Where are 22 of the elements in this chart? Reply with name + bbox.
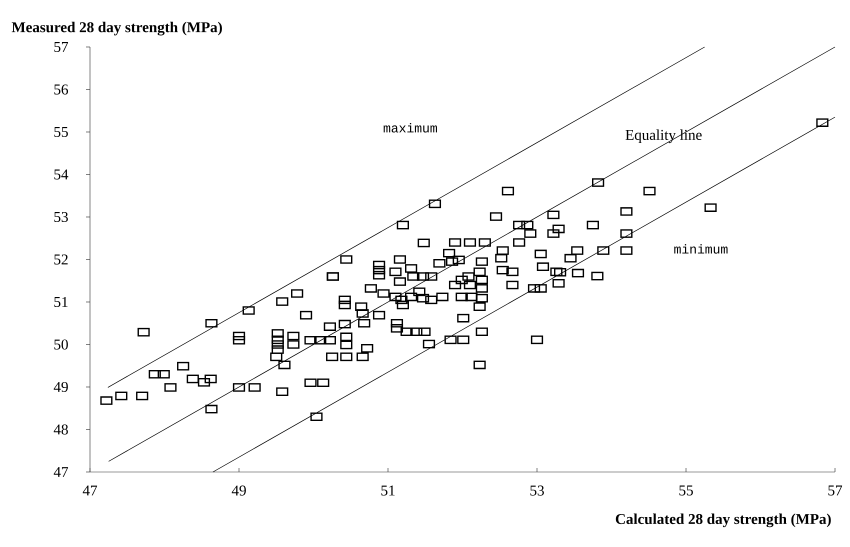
- x-tick-label: 57: [828, 486, 842, 496]
- y-tick-label: 49: [54, 382, 68, 392]
- x-tick-label: 53: [530, 486, 544, 496]
- y-tick-label: 54: [54, 169, 68, 180]
- y-tick-label: 53: [54, 212, 68, 222]
- y-tick-label: 55: [54, 127, 68, 137]
- x-tick-label: 47: [82, 486, 98, 496]
- annotation: Equality line: [626, 129, 702, 144]
- y-axis-title: Measured 28 day strength (MPa): [12, 22, 222, 36]
- x-tick-label: 49: [232, 486, 246, 496]
- x-tick-label: 55: [679, 486, 693, 496]
- annotation: minimum: [674, 244, 728, 254]
- annotation: maximum: [384, 122, 437, 133]
- y-tick-label: 56: [54, 84, 68, 95]
- x-tick-label: 51: [381, 486, 395, 496]
- y-tick-label: 48: [54, 424, 68, 435]
- y-tick-label: 52: [54, 254, 68, 265]
- y-tick-label: 57: [54, 42, 68, 52]
- y-tick-label: 47: [54, 467, 68, 477]
- y-tick-label: 50: [54, 339, 68, 350]
- x-axis-title: Calculated 28 day strength (MPa): [616, 514, 831, 528]
- y-tick-label: 51: [54, 296, 68, 308]
